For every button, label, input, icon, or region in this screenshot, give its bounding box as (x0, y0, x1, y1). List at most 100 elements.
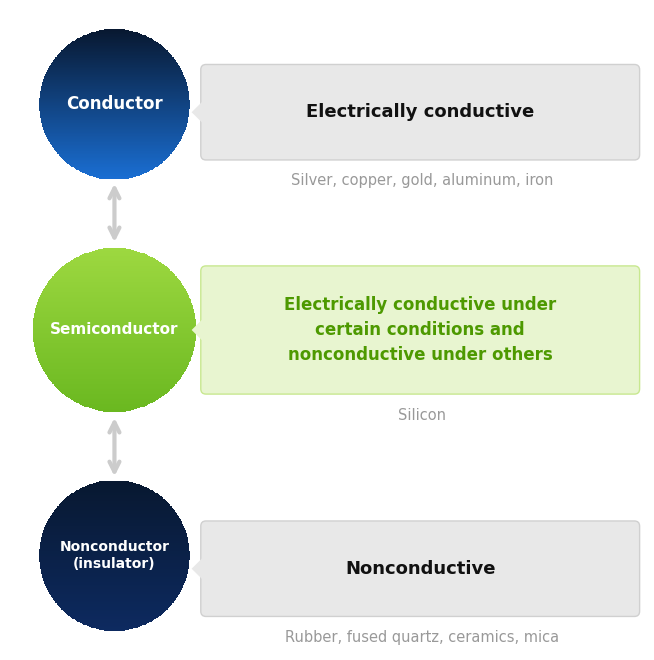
Bar (54, 510, 175, 512)
Bar (33, 321, 196, 323)
Bar (89, 407, 140, 409)
Bar (50, 515, 179, 517)
Text: Rubber, fused quartz, ceramics, mica: Rubber, fused quartz, ceramics, mica (284, 630, 559, 645)
Bar (77, 257, 152, 258)
Bar (43, 532, 186, 533)
Bar (40, 115, 189, 116)
Bar (45, 74, 184, 75)
Bar (56, 152, 173, 153)
Bar (39, 298, 190, 299)
Bar (41, 120, 188, 121)
Bar (70, 164, 159, 166)
Bar (44, 132, 184, 133)
Bar (60, 390, 169, 391)
Bar (82, 622, 147, 624)
Bar (99, 481, 129, 482)
Bar (69, 495, 160, 496)
Bar (63, 500, 165, 501)
Bar (77, 38, 152, 40)
Bar (42, 537, 187, 538)
Bar (39, 552, 190, 553)
Bar (42, 84, 187, 85)
Bar (40, 95, 189, 96)
Bar (33, 317, 196, 319)
Bar (43, 127, 186, 129)
Bar (75, 619, 154, 620)
Bar (60, 269, 169, 270)
Bar (43, 577, 186, 578)
Bar (61, 502, 167, 503)
Bar (43, 81, 186, 82)
Bar (89, 33, 140, 34)
Bar (54, 59, 175, 60)
Bar (39, 108, 190, 109)
Bar (41, 570, 188, 572)
Bar (39, 548, 190, 550)
Bar (43, 125, 186, 127)
Bar (40, 547, 189, 548)
Bar (48, 69, 181, 71)
Bar (63, 159, 165, 160)
Bar (52, 382, 177, 383)
Bar (56, 57, 173, 59)
Bar (58, 153, 171, 154)
Bar (40, 566, 189, 567)
Bar (41, 117, 188, 119)
Bar (47, 522, 182, 523)
Bar (39, 549, 190, 550)
Bar (41, 568, 188, 570)
Bar (57, 152, 172, 154)
Bar (50, 65, 179, 67)
Bar (41, 364, 188, 366)
Bar (62, 158, 167, 159)
Bar (34, 342, 195, 343)
Bar (49, 67, 180, 69)
Bar (44, 527, 184, 528)
Bar (39, 557, 190, 558)
Bar (39, 554, 190, 556)
Bar (54, 275, 175, 276)
Bar (50, 379, 179, 380)
Bar (65, 612, 164, 613)
Bar (42, 535, 187, 536)
Bar (38, 358, 191, 360)
Bar (34, 315, 195, 317)
Bar (78, 170, 150, 171)
Bar (43, 533, 186, 534)
Bar (37, 356, 192, 357)
Bar (85, 624, 144, 626)
Bar (99, 178, 129, 179)
Polygon shape (192, 554, 206, 583)
Bar (54, 148, 175, 149)
Bar (40, 364, 189, 365)
Bar (39, 556, 190, 557)
Bar (71, 260, 158, 261)
Bar (67, 396, 162, 397)
Bar (103, 248, 126, 249)
Bar (40, 564, 189, 566)
Bar (58, 506, 171, 507)
Bar (39, 551, 190, 552)
Bar (42, 291, 187, 292)
Bar (33, 341, 196, 343)
Bar (41, 119, 188, 121)
Bar (44, 530, 185, 531)
Bar (52, 598, 177, 599)
Bar (42, 84, 187, 86)
Bar (52, 277, 177, 279)
Bar (39, 561, 190, 562)
Bar (42, 574, 187, 576)
Bar (52, 61, 177, 62)
Bar (33, 327, 196, 329)
Bar (44, 583, 184, 584)
Bar (91, 32, 138, 34)
Bar (58, 271, 171, 272)
Bar (33, 325, 196, 327)
Bar (52, 145, 177, 146)
Bar (35, 348, 194, 350)
Bar (41, 366, 188, 367)
Text: Electrically conductive under
certain conditions and
nonconductive under others: Electrically conductive under certain co… (284, 296, 557, 364)
Bar (65, 47, 164, 48)
Bar (40, 564, 189, 565)
Bar (44, 581, 185, 582)
